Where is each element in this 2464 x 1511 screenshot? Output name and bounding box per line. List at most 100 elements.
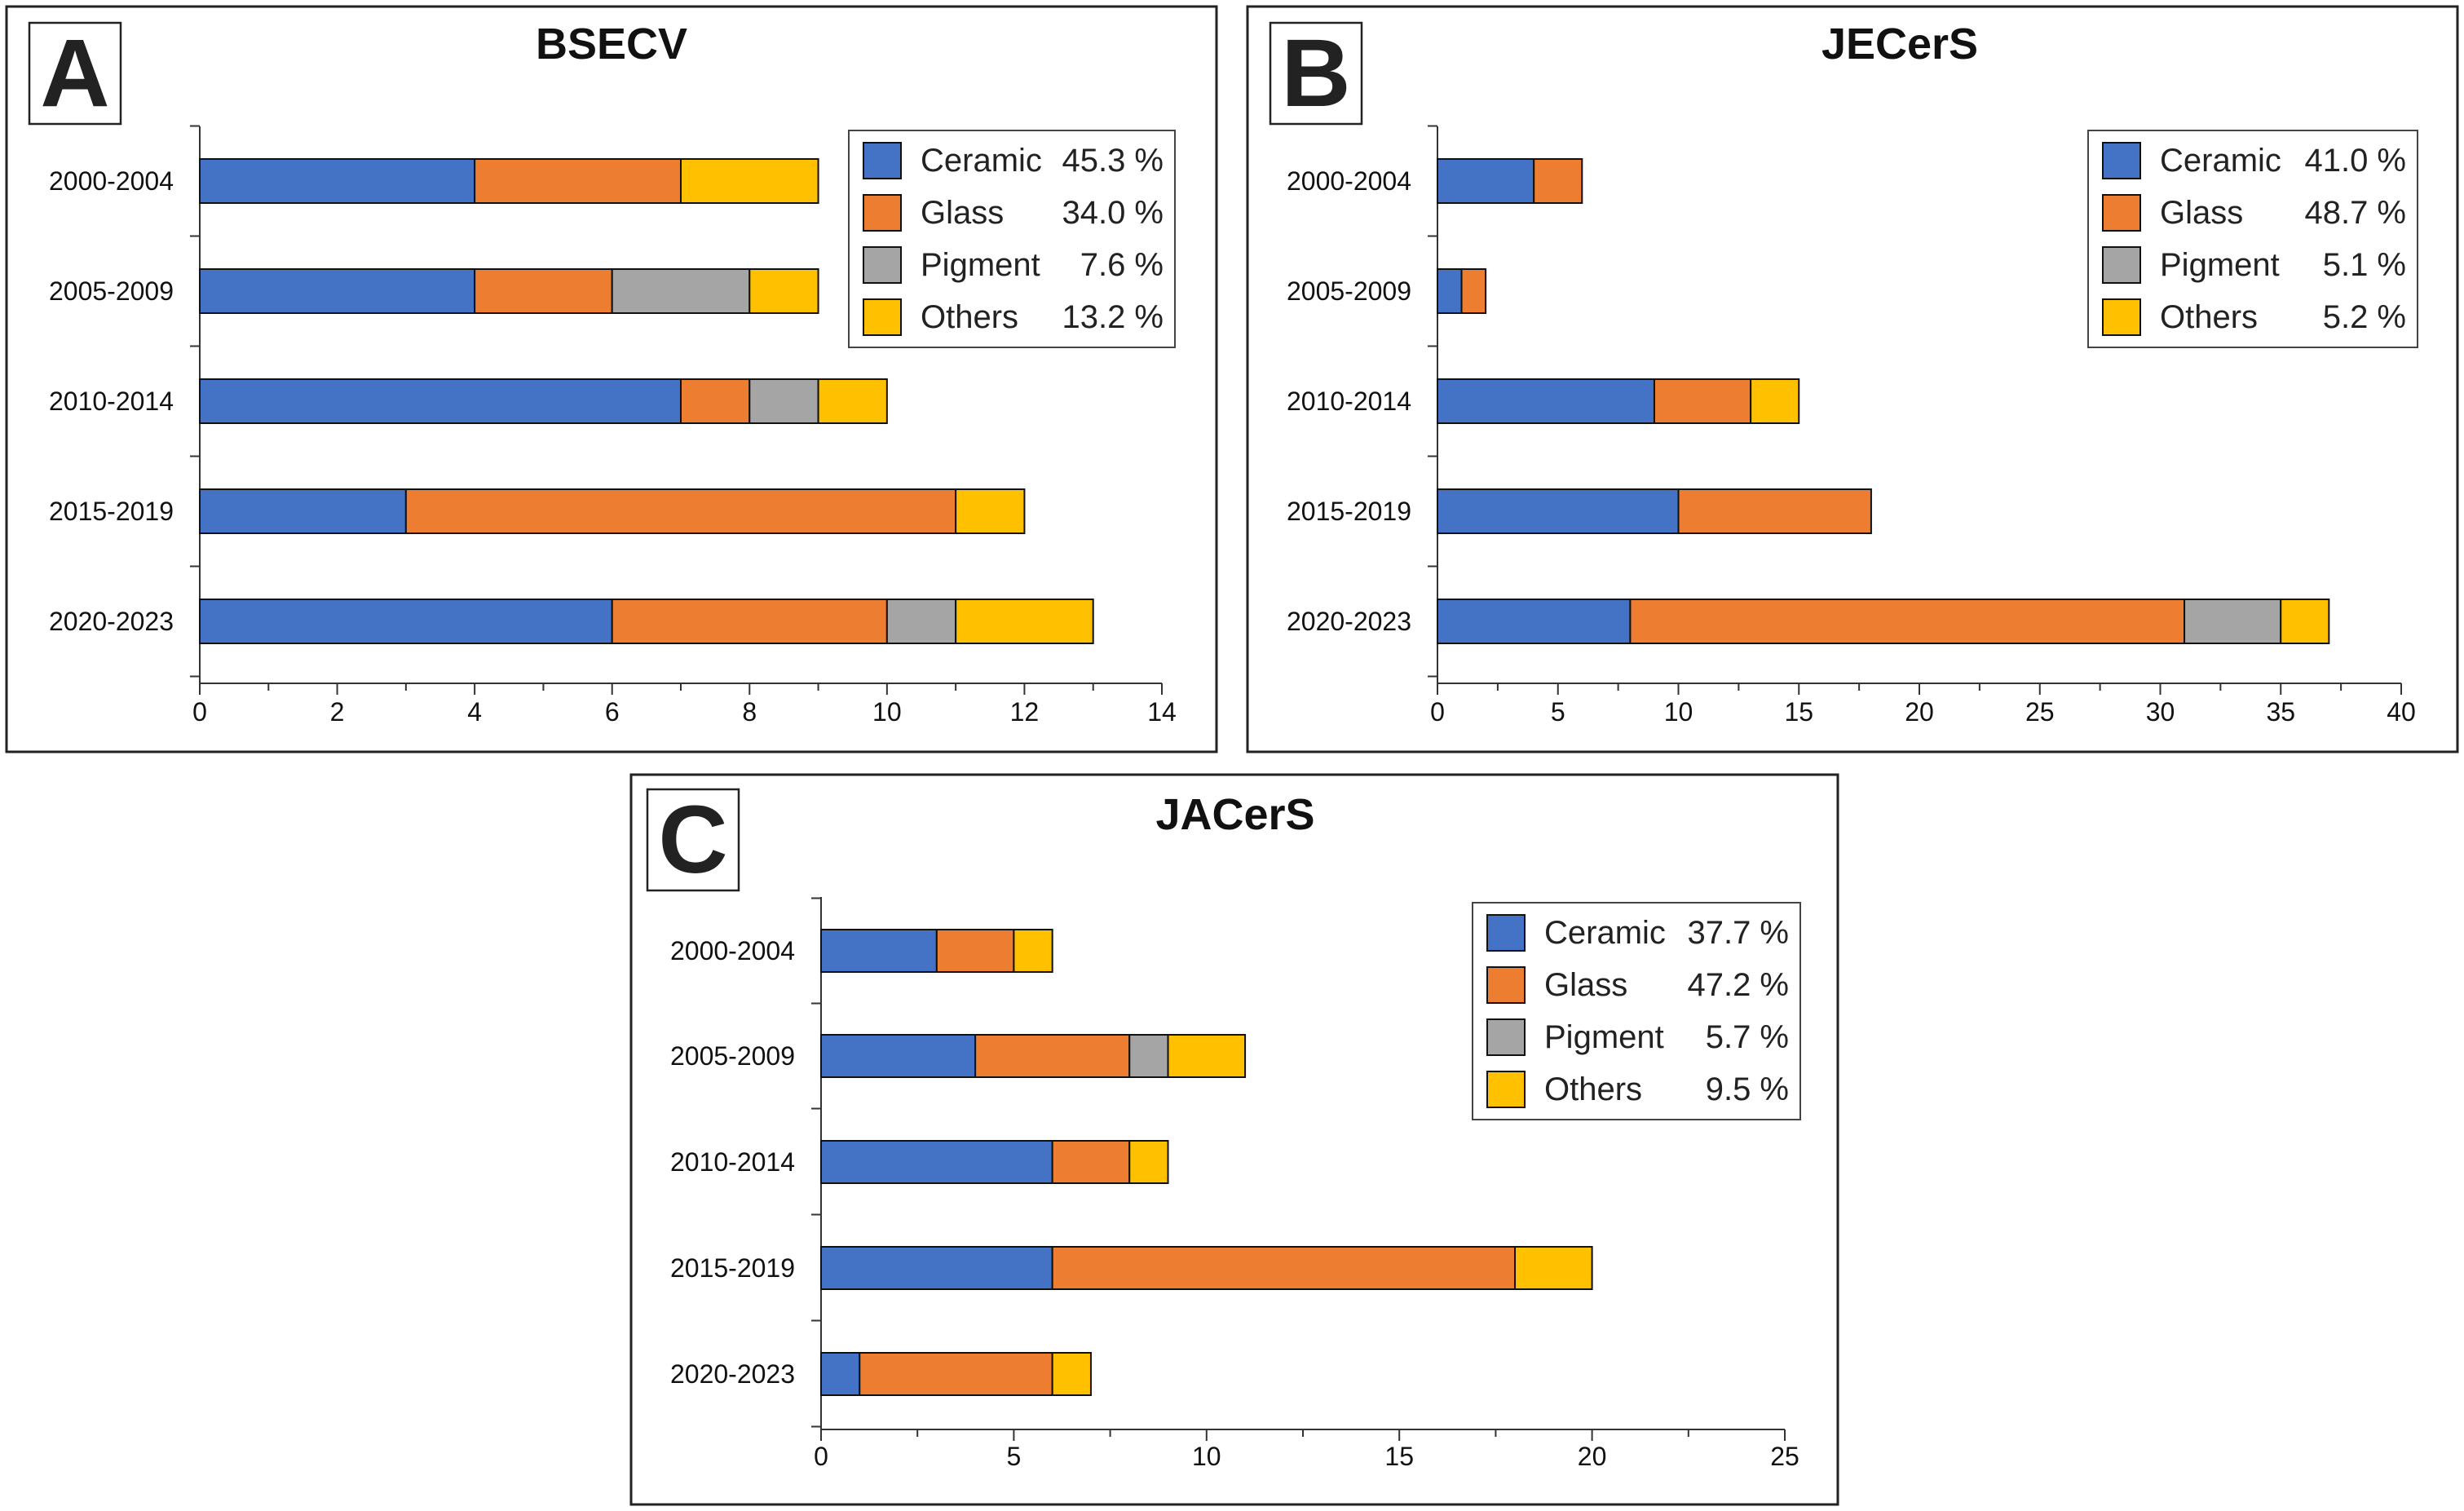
category-label: 2010-2014: [1287, 387, 1411, 416]
x-tick-label: 20: [1905, 697, 1934, 727]
legend-label: Pigment: [2160, 247, 2280, 283]
x-tick-label: 10: [1192, 1442, 1221, 1471]
x-tick-label: 25: [1770, 1442, 1799, 1471]
bar-segment-ceramic: [199, 599, 613, 644]
x-tick-label: 40: [2387, 697, 2416, 727]
legend-label: Ceramic: [2160, 143, 2281, 179]
legend-share: 5.1 %: [2323, 247, 2406, 283]
x-tick-label: 14: [1147, 697, 1177, 727]
bar-segment-glass: [974, 1034, 1131, 1078]
bar-segment-others: [1013, 929, 1053, 973]
legend-swatch-ceramic: [1486, 914, 1526, 952]
bar-segment-others: [1128, 1140, 1169, 1184]
x-tick-label: 10: [872, 697, 902, 727]
bar-segment-glass: [935, 929, 1015, 973]
panel-frame: [629, 773, 1839, 1506]
bar-segment-ceramic: [820, 929, 938, 973]
x-tick-label: 2: [330, 697, 345, 727]
legend-share: 9.5 %: [1706, 1071, 1789, 1107]
legend-label: Pigment: [1544, 1019, 1664, 1055]
legend-share: 13.2 %: [1062, 299, 1164, 335]
category-label: 2020-2023: [670, 1359, 795, 1389]
bar-segment-glass: [474, 158, 682, 204]
legend-share: 5.7 %: [1706, 1019, 1789, 1055]
x-tick-label: 0: [814, 1442, 828, 1471]
bar-segment-glass: [859, 1352, 1053, 1396]
bar-segment-glass: [1677, 488, 1872, 534]
legend-share: 5.2 %: [2323, 299, 2406, 335]
bar-segment-pigment: [611, 268, 751, 314]
legend-label: Pigment: [921, 247, 1040, 283]
panel-badge: [28, 21, 122, 126]
bar-segment-ceramic: [1437, 268, 1463, 314]
bar-segment-others: [680, 158, 819, 204]
legend-share: 47.2 %: [1687, 967, 1789, 1003]
legend-label: Others: [921, 299, 1018, 335]
legend: Ceramic 41.0 % Glass 48.7 % Pigment 5.1 % Othe…: [2087, 130, 2418, 348]
panel-badge: [1269, 21, 1363, 126]
bar-segment-ceramic: [1437, 158, 1535, 204]
bar-segment-glass: [1533, 158, 1583, 204]
panel-a: A BSECV 0 2 4 6 8 10 12 14 2000-2004 2005-2009 2010-…: [5, 5, 1218, 753]
bar-segment-others: [2280, 599, 2330, 644]
category-label: 2000-2004: [1287, 166, 1411, 196]
legend-box: [848, 130, 1176, 348]
x-tick-label: 20: [1578, 1442, 1607, 1471]
bar-segment-ceramic: [820, 1140, 1053, 1184]
legend-swatch-glass: [863, 194, 902, 232]
x-tick-label: 5: [1551, 697, 1565, 727]
bar-segment-ceramic: [199, 268, 476, 314]
bar-segment-ceramic: [1437, 378, 1655, 424]
category-label: 2015-2019: [49, 497, 174, 526]
legend: Ceramic 45.3 % Glass 34.0 % Pigment 7.6 % Othe…: [848, 130, 1176, 348]
chart-title: BSECV: [536, 20, 687, 68]
legend-label: Glass: [2160, 195, 2243, 231]
bar-segment-pigment: [748, 378, 819, 424]
legend-share: 41.0 %: [2304, 143, 2406, 179]
category-label: 2005-2009: [1287, 276, 1411, 306]
x-tick-label: 30: [2146, 697, 2175, 727]
bar-segment-ceramic: [199, 378, 682, 424]
legend-swatch-pigment: [1486, 1018, 1526, 1056]
bar-segment-others: [955, 488, 1026, 534]
legend-label: Others: [1544, 1071, 1642, 1107]
bar-segment-pigment: [1128, 1034, 1169, 1078]
bar-segment-glass: [1051, 1140, 1131, 1184]
panel-label: A: [40, 20, 109, 127]
bar-segment-ceramic: [199, 158, 476, 204]
bar-segment-glass: [1051, 1246, 1517, 1290]
category-label: 2020-2023: [49, 607, 174, 636]
legend-share: 7.6 %: [1080, 247, 1164, 283]
category-label: 2005-2009: [49, 276, 174, 306]
legend-label: Others: [2160, 299, 2258, 335]
legend-swatch-pigment: [2102, 246, 2141, 284]
bar-segment-others: [817, 378, 888, 424]
category-label: 2005-2009: [670, 1041, 795, 1071]
legend-swatch-ceramic: [863, 142, 902, 179]
x-tick-label: 15: [1384, 1442, 1414, 1471]
legend-share: 48.7 %: [2304, 195, 2406, 231]
panel-label: C: [658, 786, 727, 894]
bar-segment-glass: [1460, 268, 1487, 314]
legend-swatch-others: [2102, 298, 2141, 336]
x-tick-label: 8: [742, 697, 757, 727]
category-label: 2015-2019: [1287, 497, 1411, 526]
bar-segment-glass: [404, 488, 957, 534]
legend-share: 37.7 %: [1687, 915, 1789, 951]
legend-box: [2087, 130, 2418, 348]
legend-swatch-ceramic: [2102, 142, 2141, 179]
bar-segment-ceramic: [1437, 488, 1680, 534]
bar-segment-glass: [680, 378, 751, 424]
panel-c: C JACerS 0 5 10 15 20 25 2000-2004 2005-2009 2010-…: [629, 773, 1839, 1506]
x-tick-label: 0: [192, 697, 207, 727]
bar-segment-ceramic: [820, 1246, 1053, 1290]
x-tick-label: 25: [2025, 697, 2055, 727]
bar-segment-glass: [474, 268, 613, 314]
bar-segment-others: [1167, 1034, 1247, 1078]
x-tick-label: 15: [1784, 697, 1813, 727]
bar-segment-others: [1750, 378, 1800, 424]
legend-swatch-others: [1486, 1071, 1526, 1108]
bar-segment-glass: [1653, 378, 1752, 424]
legend-share: 34.0 %: [1062, 195, 1164, 231]
